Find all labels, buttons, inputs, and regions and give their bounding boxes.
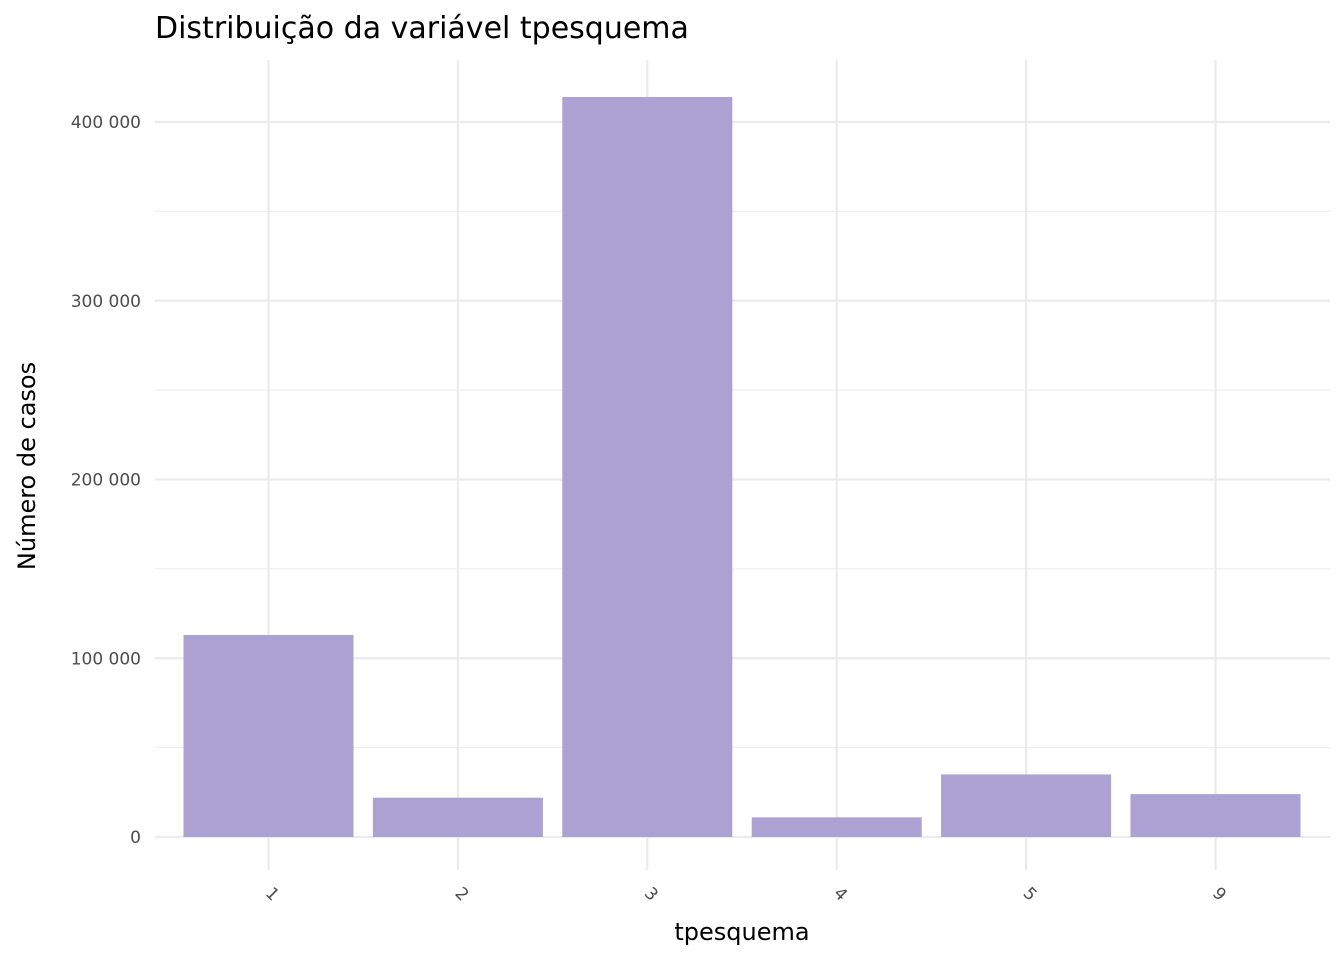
bars — [183, 96, 1301, 838]
x-tick-label: 3 — [640, 884, 662, 906]
bar-3 — [562, 96, 733, 838]
y-tick-label: 100 000 — [71, 649, 141, 669]
y-tick-labels: 0 100 000 200 000 300 000 400 000 — [71, 113, 141, 848]
y-tick-label: 200 000 — [71, 471, 141, 491]
x-tick-label: 2 — [451, 884, 473, 906]
bar-9 — [1130, 794, 1301, 837]
bar-2 — [372, 797, 543, 837]
x-tick-label: 4 — [829, 884, 851, 906]
bar-1 — [183, 635, 354, 837]
bar-5 — [941, 774, 1112, 837]
chart-title: Distribuição da variável tpesquema — [155, 11, 689, 46]
y-axis-title: Número de casos — [13, 362, 41, 570]
y-tick-label: 300 000 — [71, 292, 141, 312]
x-tick-label: 5 — [1019, 884, 1041, 906]
bar-4 — [751, 817, 922, 837]
x-tick-labels: 1 2 3 4 5 9 — [261, 884, 1230, 906]
x-tick-label: 9 — [1208, 884, 1230, 906]
y-tick-label: 400 000 — [71, 113, 141, 133]
y-tick-label: 0 — [130, 828, 141, 848]
x-tick-label: 1 — [261, 884, 283, 906]
x-axis-title: tpesquema — [674, 918, 809, 946]
